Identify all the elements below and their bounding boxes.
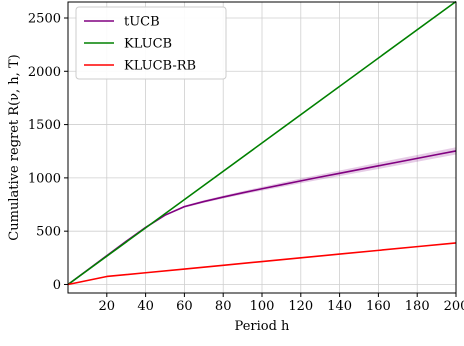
y-tick-label: 1500 [28, 118, 61, 133]
y-tick-label: 500 [36, 225, 61, 240]
klucb-line [67, 0, 457, 286]
y-axis-label: Cumulative regret R(ν, h, T) [7, 54, 22, 240]
y-tick-label: 2000 [28, 65, 61, 80]
x-tick-label: 180 [405, 299, 430, 314]
x-tick-label: 100 [250, 299, 275, 314]
x-tick-label: 120 [288, 299, 313, 314]
x-tick-label: 40 [137, 299, 154, 314]
series-lines [67, 0, 457, 286]
x-tick-label: 20 [99, 299, 116, 314]
x-tick-label: 160 [366, 299, 391, 314]
tucb-band [68, 147, 456, 285]
legend-label-klucb-rb: KLUCB-RB [124, 59, 196, 74]
legend-box [75, 6, 227, 80]
x-tick-label: 80 [215, 299, 232, 314]
legend-label-tucb: tUCB [124, 15, 160, 30]
axis-ticks: 2040608010012014016018020005001000150020… [28, 11, 464, 314]
x-axis-label: Period h [235, 319, 291, 334]
y-tick-label: 0 [53, 278, 61, 293]
legend-label-klucb: KLUCB [124, 37, 172, 52]
grid [68, 2, 457, 293]
x-tick-label: 200 [444, 299, 464, 314]
klucb-rb-line [67, 242, 457, 286]
x-tick-label: 60 [176, 299, 193, 314]
x-tick-label: 140 [327, 299, 352, 314]
legend: tUCB KLUCB KLUCB-RB [75, 6, 227, 80]
confidence-bands [68, 147, 456, 285]
y-tick-label: 1000 [28, 171, 61, 186]
y-tick-label: 2500 [28, 11, 61, 26]
